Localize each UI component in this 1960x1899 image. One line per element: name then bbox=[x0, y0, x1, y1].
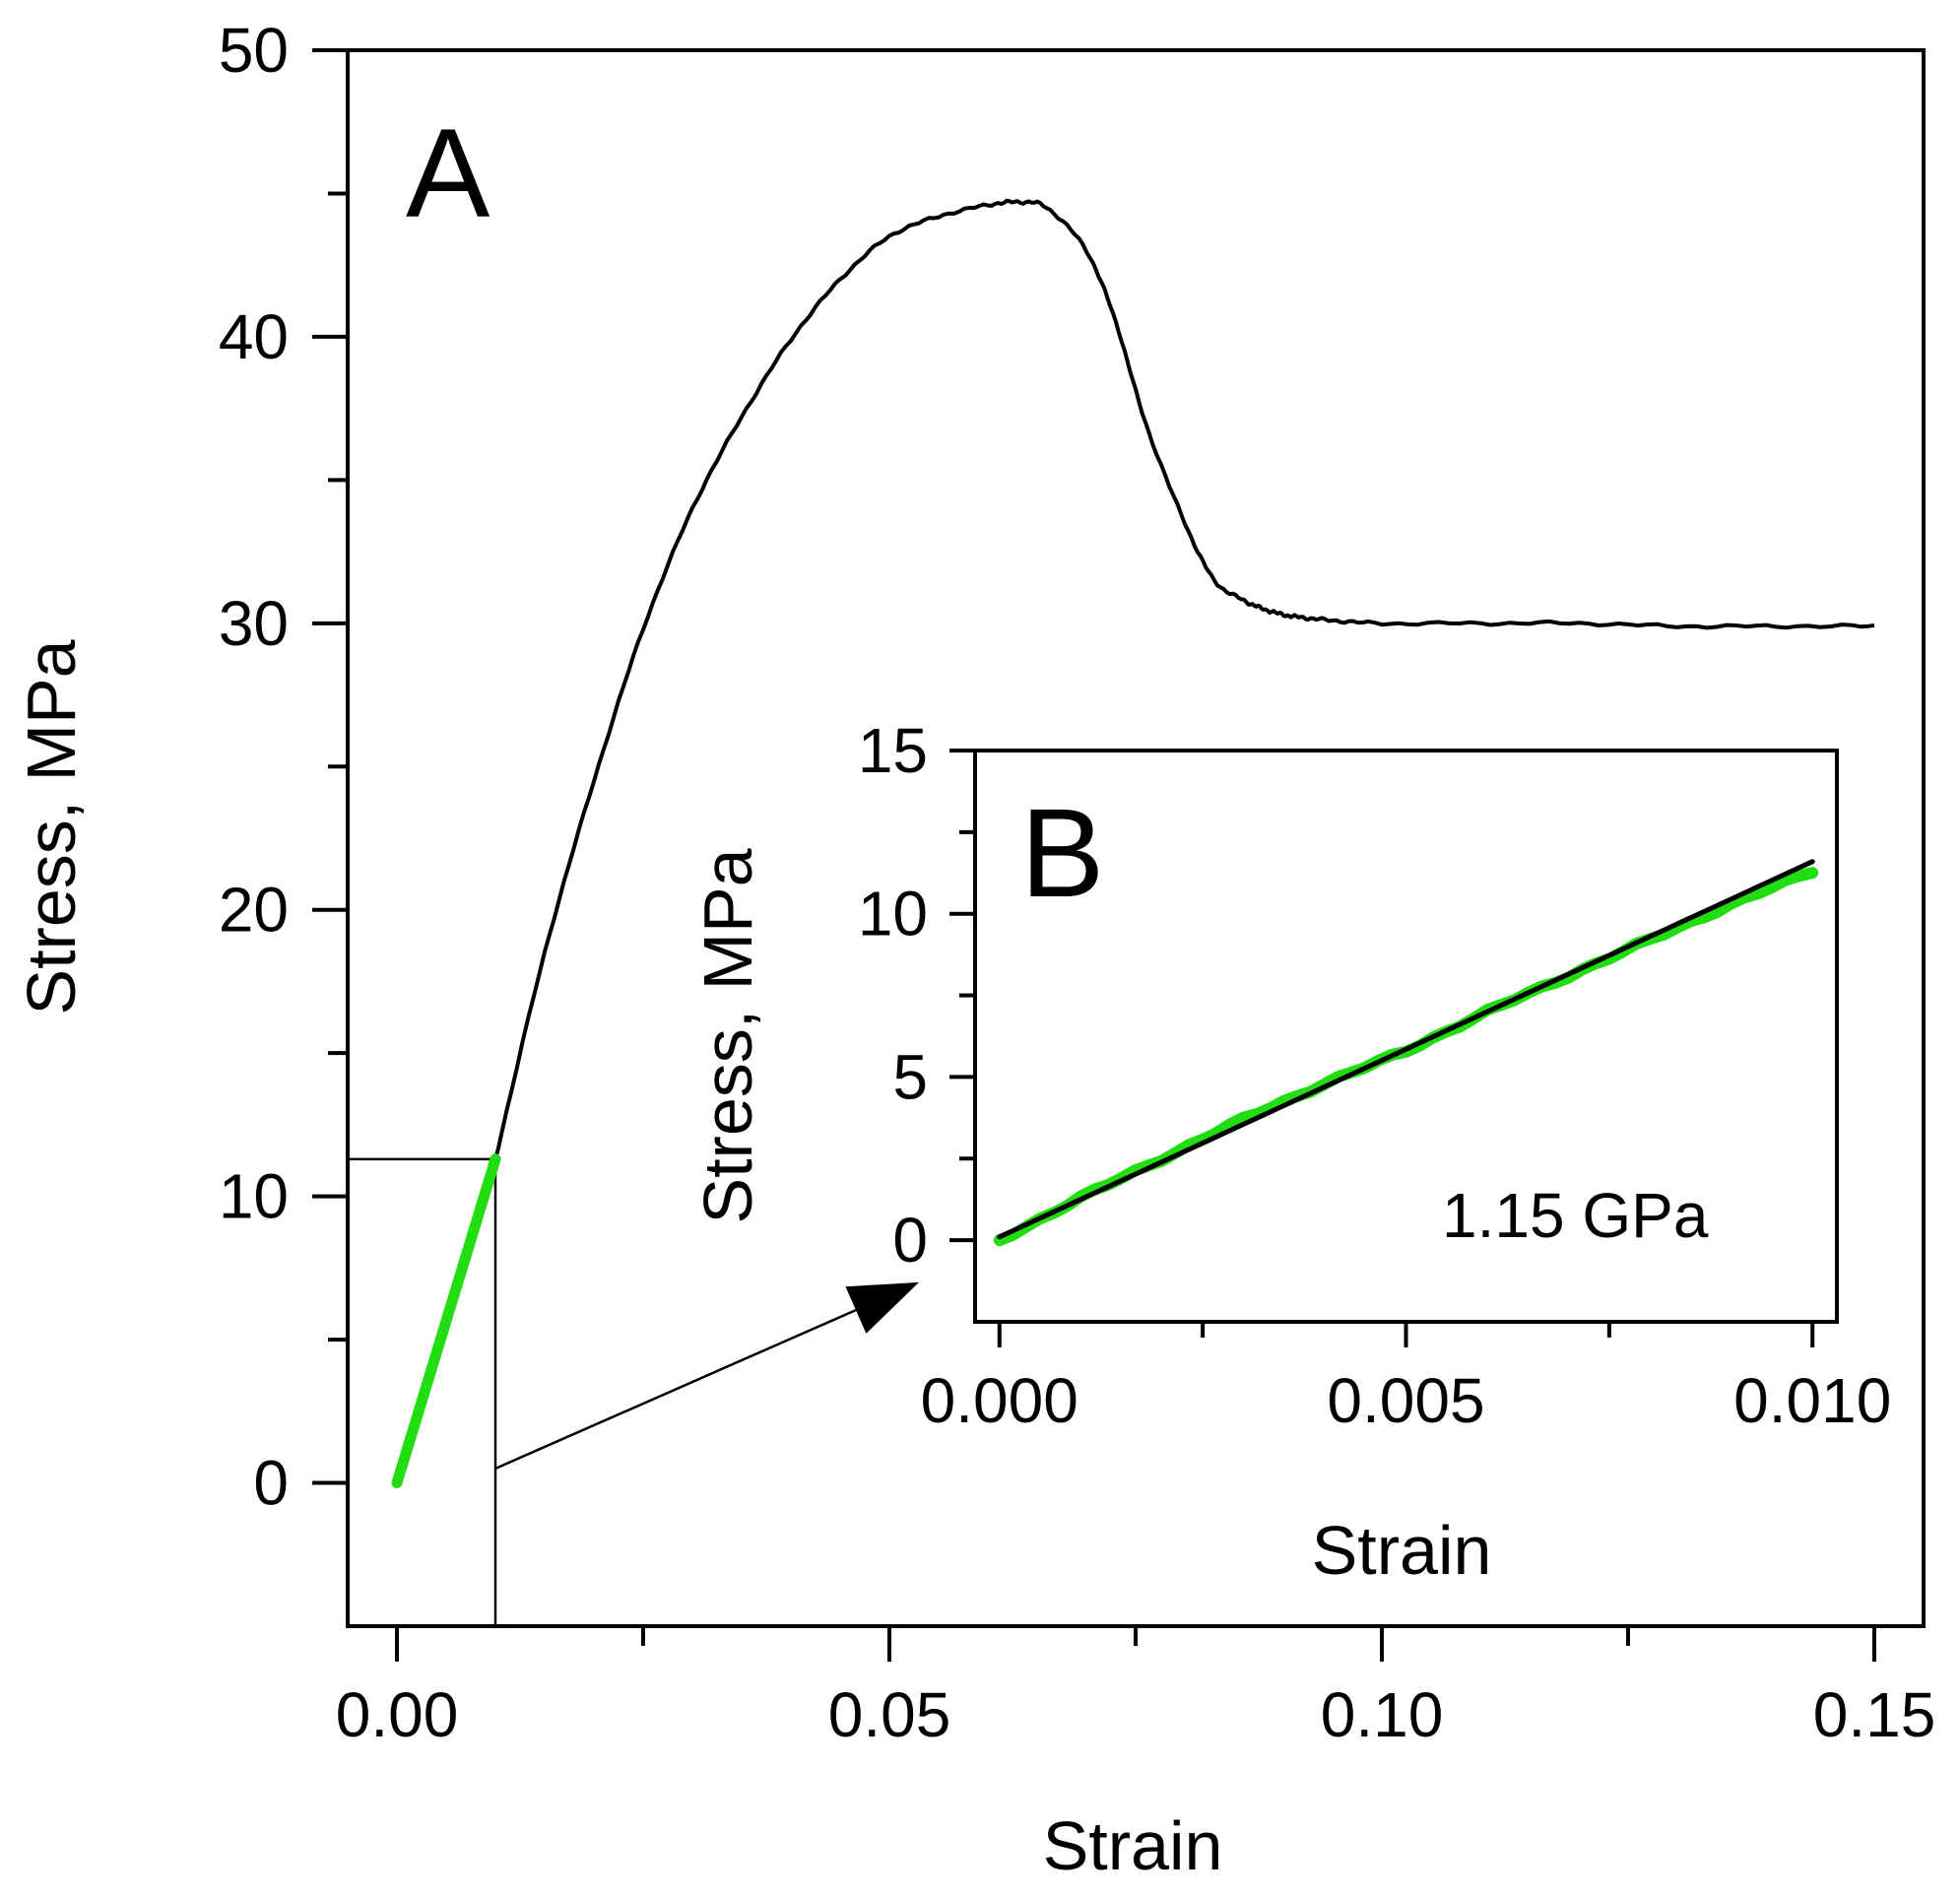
y-tick-label: 0 bbox=[892, 1205, 928, 1276]
panel-b-x-axis-title: Strain bbox=[1312, 1512, 1492, 1589]
y-tick-label: 0 bbox=[253, 1448, 289, 1519]
y-tick-label: 30 bbox=[219, 588, 289, 659]
y-tick-label: 20 bbox=[219, 875, 289, 946]
x-tick-label: 0.15 bbox=[1813, 1679, 1936, 1750]
panel-a-y-axis-title: Stress, MPa bbox=[13, 639, 90, 1015]
x-tick-label: 0.000 bbox=[921, 1365, 1078, 1436]
x-tick-label: 0.05 bbox=[828, 1679, 951, 1750]
panel-a-letter: A bbox=[406, 103, 490, 244]
panel-a-x-axis-title: Strain bbox=[1043, 1807, 1223, 1884]
x-tick-label: 0.10 bbox=[1321, 1679, 1444, 1750]
panel-a-linear-region-line bbox=[391, 1153, 501, 1488]
modulus-annotation: 1.15 GPa bbox=[1442, 1180, 1709, 1251]
panel-a-stress-strain-line bbox=[493, 198, 1875, 1160]
y-tick-label: 10 bbox=[858, 879, 928, 950]
y-tick-label: 10 bbox=[219, 1161, 289, 1232]
panel-b-linear-fit-line bbox=[997, 859, 1815, 1240]
y-tick-label: 40 bbox=[219, 301, 289, 372]
x-tick-label: 0.00 bbox=[336, 1679, 459, 1750]
zoom-arrow bbox=[494, 1308, 857, 1471]
panel-b-y-axis-title: Stress, MPa bbox=[689, 848, 766, 1223]
y-tick-label: 50 bbox=[219, 15, 289, 86]
zoom-arrowhead bbox=[845, 1281, 919, 1334]
x-tick-label: 0.010 bbox=[1733, 1365, 1891, 1436]
panel-b-tick-labels: 0.000 0.005 0.010 0 5 10 15 bbox=[858, 715, 1892, 1436]
panel-b-plot-frame bbox=[973, 749, 1839, 1324]
panel-b-letter: B bbox=[1020, 783, 1104, 924]
y-tick-label: 15 bbox=[858, 715, 928, 786]
panel-a-ticks bbox=[312, 48, 1876, 1662]
panel-b-ticks bbox=[949, 749, 1815, 1347]
y-tick-label: 5 bbox=[892, 1041, 928, 1112]
x-tick-label: 0.005 bbox=[1327, 1365, 1484, 1436]
